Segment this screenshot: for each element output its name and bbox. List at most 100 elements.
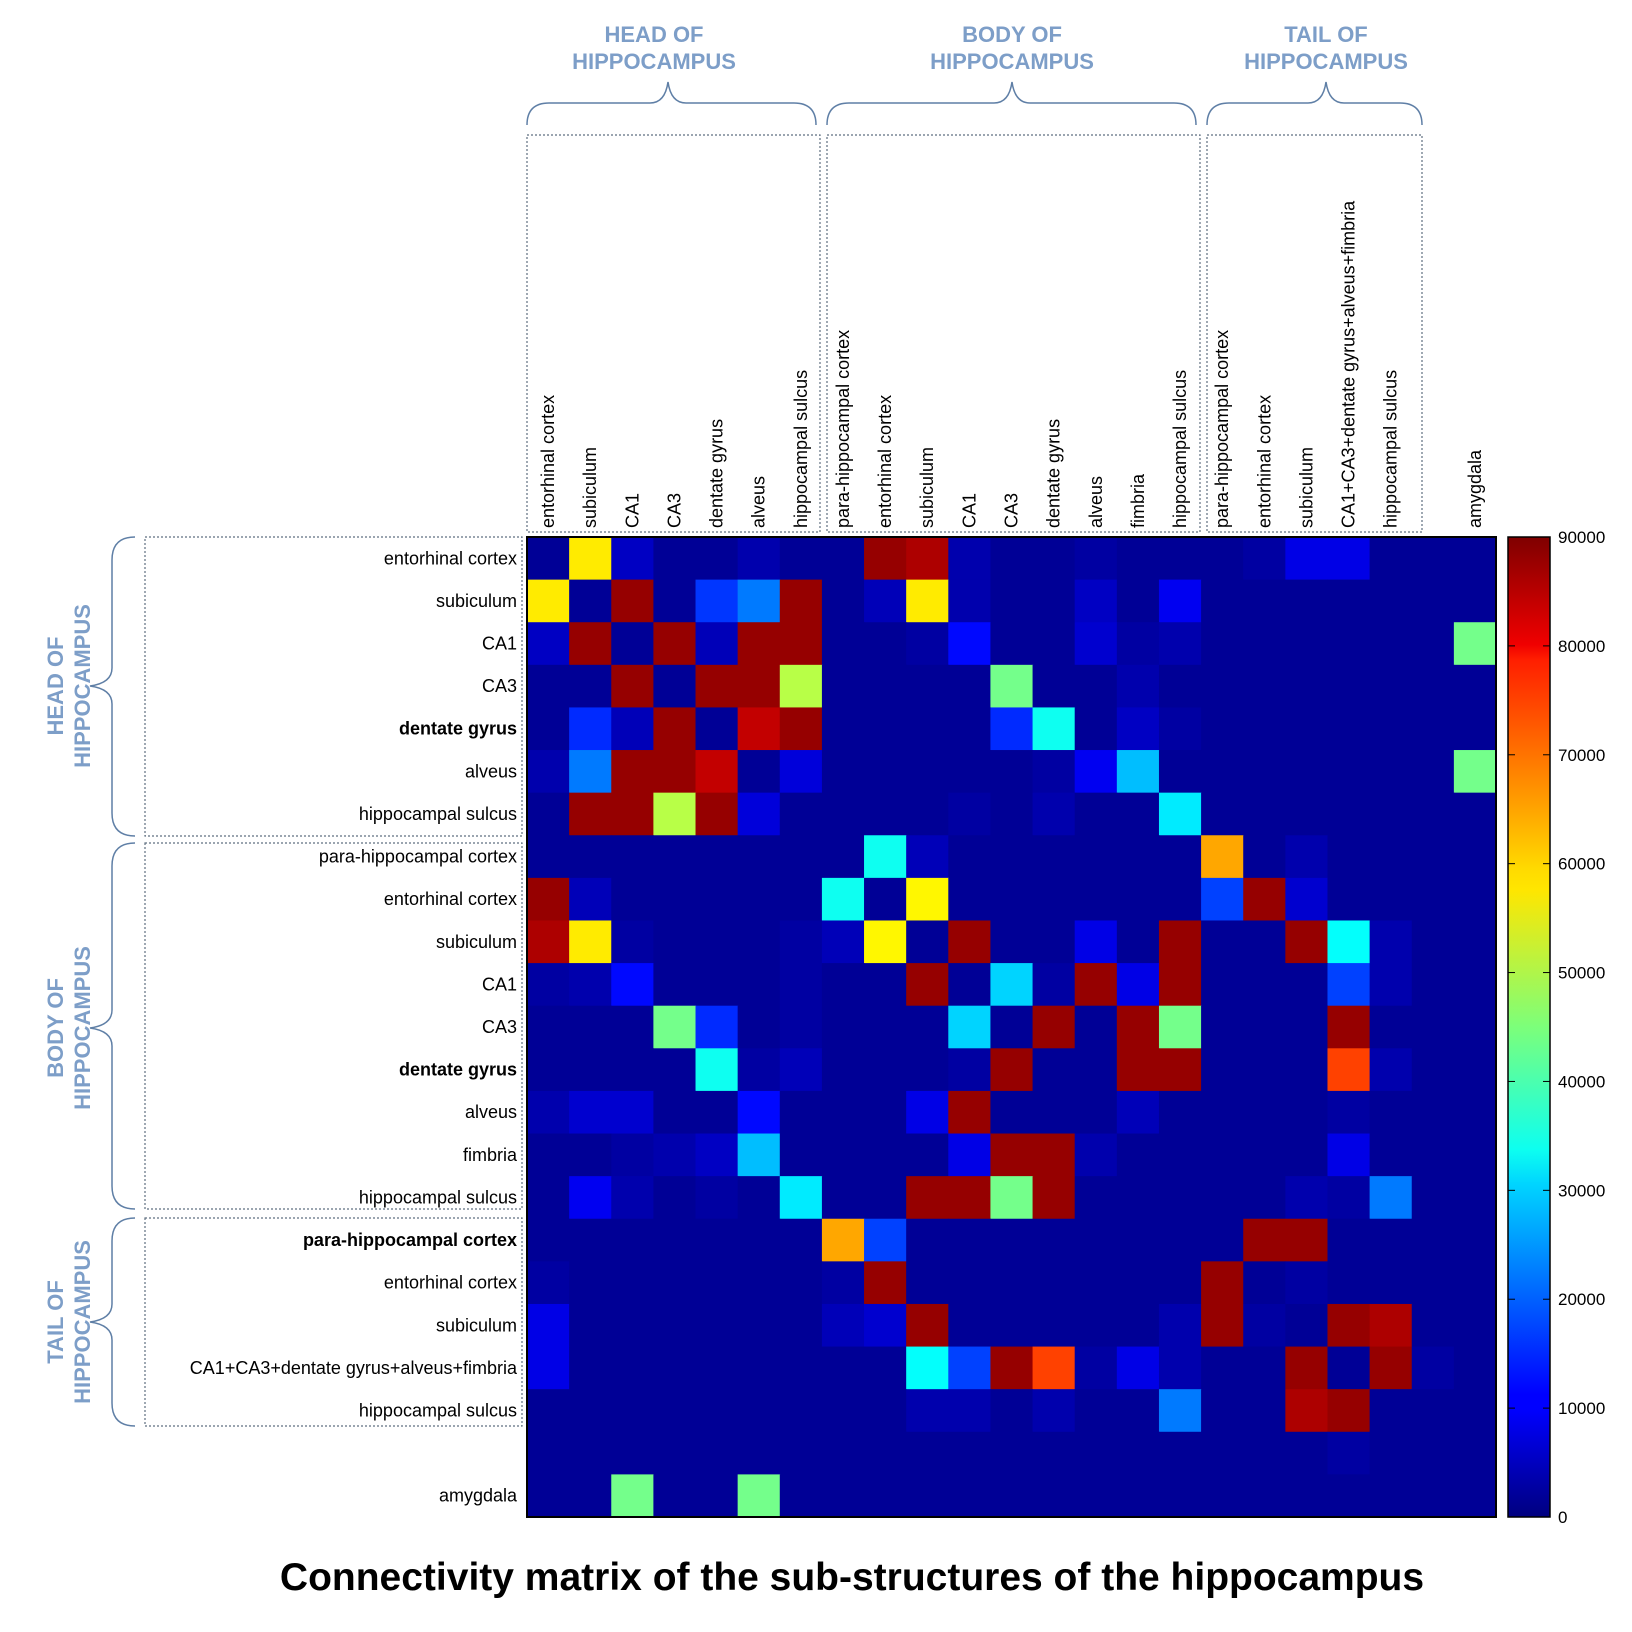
heatmap-cell — [1369, 920, 1413, 964]
heatmap-cell — [737, 1389, 781, 1433]
heatmap-cell — [527, 877, 570, 922]
heatmap-cell — [1243, 1048, 1286, 1092]
heatmap-cell — [821, 1474, 865, 1518]
heatmap-cell — [821, 1261, 865, 1305]
heatmap-cell — [864, 1048, 907, 1092]
heatmap-cell — [779, 1005, 823, 1049]
heatmap-cell — [1285, 664, 1329, 709]
heatmap-cell — [948, 835, 992, 879]
head-column-group-box — [526, 134, 821, 533]
heatmap-cell — [1411, 1005, 1455, 1049]
heatmap-cell — [1158, 1218, 1202, 1262]
heatmap-cell — [653, 1005, 697, 1049]
heatmap-cell — [1201, 1048, 1244, 1092]
heatmap-cell — [1116, 664, 1160, 709]
heatmap-cell — [821, 963, 865, 1007]
heatmap-cell — [527, 963, 570, 1007]
heatmap-cell — [990, 664, 1034, 709]
colorbar-tick-label: 20000 — [1558, 1290, 1605, 1309]
heatmap-cell — [695, 792, 739, 836]
row-label: alveus — [465, 1102, 517, 1122]
heatmap-cell — [1074, 707, 1118, 751]
heatmap-cell — [1411, 920, 1455, 964]
heatmap-cell — [1032, 1090, 1076, 1135]
heatmap-cell — [864, 622, 907, 666]
row-label: hippocampal sulcus — [359, 1401, 517, 1421]
heatmap-cell — [1074, 1090, 1118, 1135]
heatmap-cell — [569, 1303, 612, 1348]
heatmap-cell — [1243, 963, 1286, 1007]
heatmap-cell — [527, 920, 570, 964]
heatmap-cell — [906, 622, 949, 666]
heatmap-cell — [990, 1474, 1034, 1518]
heatmap-cell — [527, 1005, 570, 1049]
heatmap-cell — [864, 1218, 907, 1262]
heatmap-cell — [1074, 1303, 1118, 1348]
heatmap-cell — [821, 579, 865, 623]
heatmap-cell — [948, 707, 992, 751]
heatmap-cell — [1453, 1048, 1497, 1092]
heatmap-cell — [611, 1389, 654, 1433]
heatmap-cell — [864, 920, 907, 964]
heatmap-cell — [1411, 835, 1455, 879]
heatmap-cell — [779, 963, 823, 1007]
heatmap-cell — [990, 1005, 1034, 1049]
heatmap-cell — [948, 622, 992, 666]
heatmap-cell — [1116, 1261, 1160, 1305]
heatmap-cell — [948, 1090, 992, 1135]
heatmap-cell — [653, 1176, 697, 1220]
heatmap-cell — [1369, 835, 1413, 879]
heatmap-cell — [1201, 622, 1244, 666]
heatmap-cell — [990, 537, 1034, 581]
heatmap-cell — [1116, 537, 1160, 581]
heatmap-cell — [569, 1048, 612, 1092]
heatmap-cell — [906, 1474, 949, 1518]
heatmap-cell — [1453, 920, 1497, 964]
heatmap-cell — [1158, 1261, 1202, 1305]
row-label: dentate gyrus — [399, 719, 517, 739]
heatmap-cell — [695, 835, 739, 879]
heatmap-cell — [1158, 792, 1202, 836]
heatmap-cell — [653, 707, 697, 751]
heatmap-cell — [1243, 1389, 1286, 1433]
heatmap-cell — [1116, 1048, 1160, 1092]
heatmap-cell — [906, 537, 949, 581]
heatmap-cell — [906, 792, 949, 836]
heatmap-cell — [1285, 877, 1329, 922]
heatmap-cell — [737, 1090, 781, 1135]
heatmap-cell — [1201, 877, 1244, 922]
heatmap-cell — [1369, 1005, 1413, 1049]
heatmap-cell — [695, 877, 739, 922]
heatmap-cell — [653, 1346, 697, 1390]
row-label: para-hippocampal cortex — [303, 1230, 517, 1250]
heatmap-cell — [779, 1431, 823, 1475]
heatmap-cell — [1201, 1474, 1244, 1518]
heatmap-cell — [1074, 664, 1118, 709]
heatmap-cell — [1116, 835, 1160, 879]
heatmap-cell — [1327, 1176, 1371, 1220]
heatmap-cell — [1327, 920, 1371, 964]
heatmap-cell — [1369, 1176, 1413, 1220]
heatmap-cell — [990, 1048, 1034, 1092]
heatmap-cell — [990, 1176, 1034, 1220]
heatmap-cell — [1369, 792, 1413, 836]
heatmap-cell — [948, 750, 992, 794]
heatmap-cell — [1411, 750, 1455, 794]
heatmap-cell — [1074, 1389, 1118, 1433]
heatmap-cell — [527, 1090, 570, 1135]
row-label: subiculum — [436, 932, 517, 952]
heatmap-cell — [1285, 1005, 1329, 1049]
column-labels: entorhinal cortex subiculum CA1 CA3 dentate … — [538, 200, 1485, 528]
heatmap-cell — [611, 1261, 654, 1305]
heatmap-cell — [1116, 622, 1160, 666]
heatmap-cell — [990, 1090, 1034, 1135]
heatmap-cell — [1158, 579, 1202, 623]
heatmap-cell — [779, 1389, 823, 1433]
heatmap-cell — [1243, 920, 1286, 964]
heatmap-cell — [569, 1090, 612, 1135]
heatmap-cell — [653, 1090, 697, 1135]
heatmap-cell — [569, 1005, 612, 1049]
heatmap-cell — [1285, 1389, 1329, 1433]
head-column-brace — [526, 81, 817, 126]
heatmap-cell — [1116, 963, 1160, 1007]
